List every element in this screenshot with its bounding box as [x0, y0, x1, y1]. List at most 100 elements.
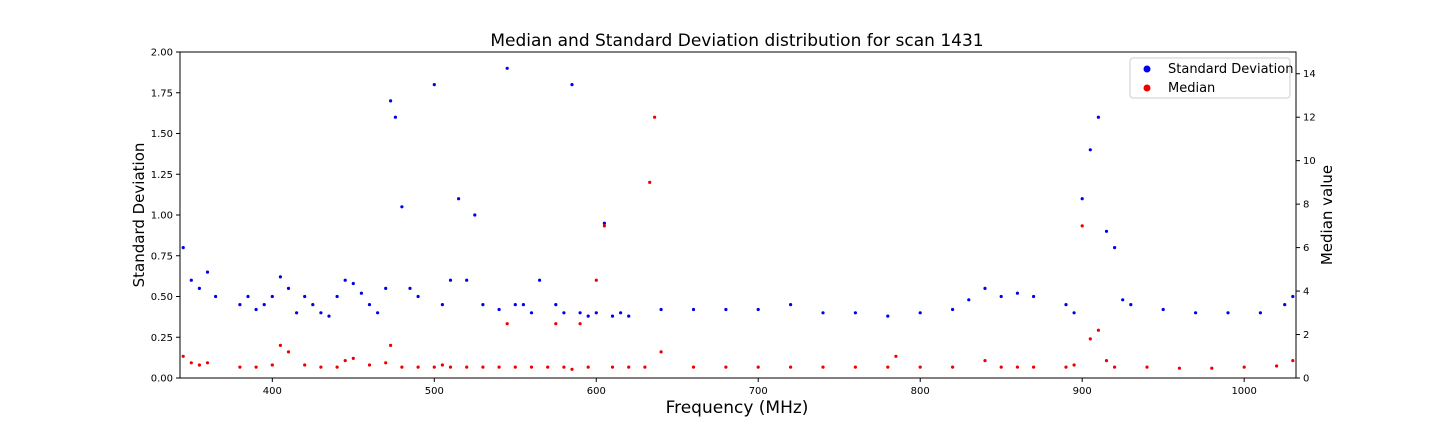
std-point	[513, 303, 517, 307]
median-point	[1275, 364, 1279, 368]
std-point	[335, 294, 339, 299]
std-point	[602, 221, 607, 225]
median-point	[238, 365, 242, 369]
x-tick-label: 400	[263, 386, 282, 397]
median-point	[586, 365, 590, 369]
y-axis-right: 0 2 4 6 8 10 12 14	[1296, 69, 1316, 385]
std-point	[1032, 294, 1036, 299]
std-point	[951, 307, 955, 312]
std-point	[286, 286, 291, 290]
std-point	[181, 246, 185, 250]
std-point	[1080, 197, 1084, 201]
std-point	[619, 311, 623, 315]
y-tick-label: 0.25	[151, 333, 173, 344]
y2-tick-label: 12	[1303, 113, 1316, 124]
median-point	[724, 365, 728, 369]
legend-median-label: Median	[1168, 81, 1215, 96]
y-tick-label: 1.75	[151, 88, 173, 99]
std-point	[367, 303, 372, 307]
y-tick-label: 2.00	[151, 48, 173, 59]
median-point	[254, 365, 258, 369]
std-point	[457, 197, 461, 201]
std-point	[497, 307, 501, 312]
y-axis-left: 0.00 0.25 0.50 0.75 1.00 1.25 1.50 1.75 2.00	[151, 48, 180, 385]
median-point	[1104, 359, 1109, 363]
std-point	[1104, 229, 1109, 233]
std-point	[481, 303, 485, 307]
std-point	[327, 314, 331, 318]
std-point	[473, 213, 477, 217]
std-point	[254, 307, 258, 312]
std-point	[1113, 246, 1117, 250]
std-point	[408, 286, 412, 290]
std-point	[1121, 298, 1125, 302]
y2-axis-title: Median value	[1318, 165, 1336, 265]
median-point	[1072, 363, 1076, 367]
plot-frame	[179, 51, 1297, 379]
median-point	[554, 322, 558, 326]
median-point	[1291, 359, 1295, 363]
std-point	[448, 278, 453, 282]
y-tick-label: 1.25	[151, 170, 173, 181]
x-tick-label: 500	[425, 386, 444, 397]
median-point	[578, 322, 582, 326]
std-point	[983, 286, 987, 290]
median-point	[497, 365, 501, 369]
median-point	[951, 365, 955, 369]
median-point	[570, 367, 574, 371]
median-point	[367, 363, 372, 367]
std-point	[319, 311, 323, 315]
median-point	[659, 350, 663, 354]
y2-tick-label: 2	[1303, 330, 1309, 341]
x-tick-label: 700	[749, 386, 768, 397]
y2-tick-label: 6	[1303, 243, 1309, 254]
median-point	[562, 365, 566, 369]
median-point	[894, 354, 898, 358]
median-point	[821, 365, 825, 369]
median-point	[918, 365, 922, 369]
std-point	[311, 303, 315, 307]
y2-tick-label: 4	[1303, 287, 1309, 298]
legend-box	[1129, 57, 1291, 99]
median-point	[602, 224, 607, 228]
median-point	[1015, 365, 1020, 369]
std-point	[1129, 303, 1133, 307]
median-point	[648, 180, 652, 184]
y2-tick-label: 14	[1303, 69, 1316, 80]
median-point	[546, 365, 550, 369]
median-point	[513, 365, 517, 369]
y2-tick-label: 0	[1303, 374, 1309, 385]
std-point	[416, 294, 420, 299]
std-point	[529, 311, 534, 315]
median-point	[343, 359, 347, 363]
std-point	[1072, 311, 1076, 315]
median-point	[999, 365, 1003, 369]
chart-title: Median and Standard Deviation distributi…	[490, 31, 983, 51]
median-point	[627, 365, 631, 369]
std-point	[465, 278, 469, 282]
median-point	[416, 365, 420, 369]
std-point	[440, 303, 444, 307]
std-point	[505, 66, 509, 70]
std-point	[384, 286, 388, 290]
std-point	[189, 278, 193, 282]
x-axis: 400 500 600 700 800 900 1000	[263, 378, 1257, 397]
std-point	[999, 294, 1003, 299]
std-point	[967, 298, 971, 302]
std-point	[918, 311, 922, 315]
y-tick-label: 0.75	[151, 251, 173, 262]
median-point	[653, 115, 657, 119]
std-point	[594, 311, 598, 315]
median-point	[756, 365, 760, 369]
y-tick-label: 1.50	[151, 129, 173, 140]
std-point	[389, 99, 393, 103]
std-point	[262, 303, 266, 307]
median-point	[335, 365, 339, 369]
median-point	[465, 365, 469, 369]
std-point	[554, 303, 558, 307]
std-point	[1194, 311, 1198, 315]
median-point	[529, 365, 534, 369]
std-point	[821, 311, 825, 315]
x-axis-title: Frequency (MHz)	[666, 398, 809, 418]
